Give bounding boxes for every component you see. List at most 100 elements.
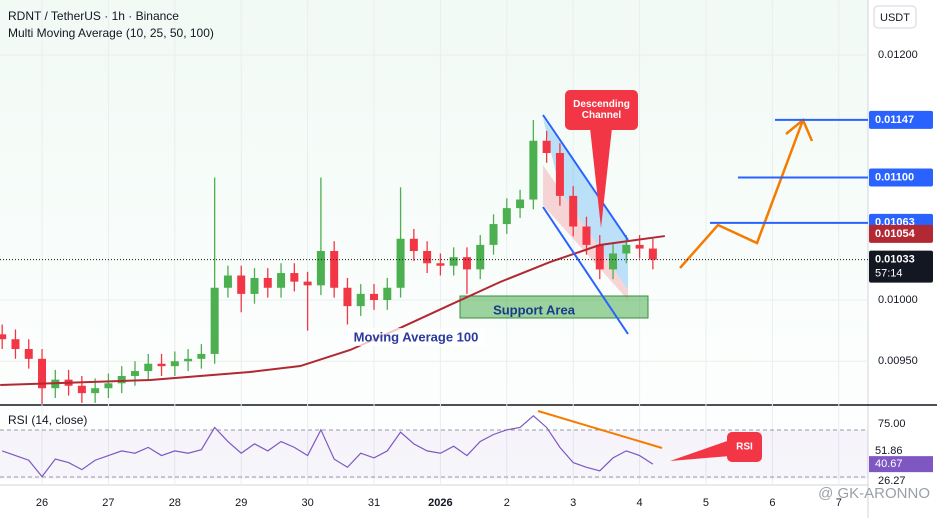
candle-body bbox=[144, 363, 153, 372]
candle-body bbox=[290, 273, 299, 282]
rsi-title: RSI (14, close) bbox=[8, 413, 87, 427]
callout-pointer bbox=[670, 440, 730, 461]
candle-body bbox=[396, 238, 405, 288]
candle-body bbox=[223, 275, 232, 288]
support-label: Support Area bbox=[493, 302, 576, 317]
candle-body bbox=[569, 195, 578, 227]
x-tick-label: 4 bbox=[637, 497, 643, 509]
rsi-ma-label-box bbox=[869, 443, 933, 460]
candle-body bbox=[330, 251, 339, 288]
candle-body bbox=[542, 140, 551, 154]
candle-body bbox=[409, 238, 418, 252]
candle-body bbox=[529, 140, 538, 200]
plot-background bbox=[0, 0, 868, 485]
projection-arrow bbox=[679, 119, 805, 269]
x-tick-label: 3 bbox=[570, 497, 576, 509]
ma-label: Moving Average 100 bbox=[354, 329, 479, 344]
ma-label-bg bbox=[348, 328, 484, 346]
candle-body bbox=[303, 281, 312, 286]
symbol-title: RDNT / TetherUS · 1h · Binance bbox=[8, 9, 179, 23]
channel-line bbox=[542, 206, 629, 335]
candle-body bbox=[316, 251, 325, 286]
candle-body bbox=[423, 251, 432, 264]
candle-body bbox=[263, 277, 272, 288]
level-label-box bbox=[869, 168, 933, 187]
drawings bbox=[537, 90, 814, 462]
rsi-note: RSI bbox=[736, 442, 753, 453]
time-axis bbox=[0, 485, 868, 518]
candle-body bbox=[237, 275, 246, 294]
callout-pointer bbox=[590, 128, 612, 228]
candle-body bbox=[91, 388, 100, 394]
x-tick-label: 28 bbox=[169, 497, 181, 509]
candle-body bbox=[104, 383, 113, 389]
candle-body bbox=[343, 287, 352, 307]
channel-label: Descending Channel bbox=[573, 99, 630, 121]
candle-body bbox=[635, 244, 644, 249]
candle-body bbox=[609, 253, 618, 270]
indicator-legend: Multi Moving Average (10, 25, 50, 100) bbox=[8, 26, 214, 40]
channel-label-box: Descending Channel bbox=[573, 99, 630, 121]
channel-line bbox=[542, 114, 629, 241]
grid bbox=[0, 0, 868, 485]
candle-body bbox=[0, 334, 7, 340]
candle-body bbox=[516, 199, 525, 209]
support-area bbox=[459, 295, 649, 319]
level-label: 0.01100 bbox=[875, 171, 914, 183]
channel-fill bbox=[543, 118, 628, 290]
candle-body bbox=[11, 339, 20, 350]
level-label-box bbox=[869, 110, 933, 129]
ma-price-label: 0.01054 bbox=[875, 228, 916, 240]
candle-body bbox=[555, 153, 564, 196]
candle-body bbox=[130, 371, 139, 376]
y-tick-label: 0.01200 bbox=[878, 49, 918, 61]
watermark: @ GK-ARONNO bbox=[818, 485, 930, 502]
x-tick-label: 6 bbox=[769, 497, 775, 509]
x-tick-label: 2026 bbox=[428, 497, 452, 509]
currency-box bbox=[873, 5, 917, 29]
candle-body bbox=[449, 257, 458, 266]
x-tick-label: 26 bbox=[36, 497, 48, 509]
rsi-last-label: 40.67 bbox=[875, 458, 903, 470]
candle-body bbox=[250, 277, 259, 294]
x-tick-label: 5 bbox=[703, 497, 709, 509]
candle-body bbox=[117, 375, 126, 384]
y-tick-label: 0.00950 bbox=[878, 355, 918, 367]
candle-body bbox=[502, 208, 511, 225]
divergence-line bbox=[537, 410, 663, 449]
ma-price-label-box bbox=[869, 224, 933, 243]
candle-body bbox=[622, 244, 631, 254]
candle-body bbox=[184, 358, 193, 362]
currency: USDT bbox=[880, 12, 910, 24]
rsi-last-label-box bbox=[869, 456, 933, 473]
candle-body bbox=[436, 263, 445, 266]
last-price-label: 0.01033 bbox=[875, 253, 915, 265]
candle-body bbox=[595, 244, 604, 270]
candle-body bbox=[356, 293, 365, 307]
x-tick-label: 29 bbox=[235, 497, 247, 509]
candle-body bbox=[489, 224, 498, 245]
candle-body bbox=[476, 244, 485, 270]
x-tick-label: 2 bbox=[504, 497, 510, 509]
rsi-line bbox=[1, 414, 654, 478]
candle-body bbox=[38, 358, 47, 389]
candle-body bbox=[210, 287, 219, 354]
candle-body bbox=[462, 257, 471, 270]
last-price-label-box bbox=[869, 250, 933, 283]
rsi-tick-label: 75.00 bbox=[878, 418, 906, 430]
candle-body bbox=[170, 361, 179, 367]
callout-box bbox=[727, 432, 762, 462]
countdown: 57:14 bbox=[875, 267, 903, 279]
x-tick-label: 31 bbox=[368, 497, 380, 509]
rsi-ma-label: 51.86 bbox=[875, 445, 903, 457]
candle-body bbox=[383, 287, 392, 301]
candle-body bbox=[277, 273, 286, 288]
candle-body bbox=[197, 353, 206, 359]
rsi-tick-label: 26.27 bbox=[878, 475, 906, 487]
candle-body bbox=[157, 363, 166, 367]
x-tick-label: 27 bbox=[102, 497, 114, 509]
x-tick-label: 30 bbox=[301, 497, 313, 509]
candle-body bbox=[24, 349, 33, 359]
level-label: 0.01147 bbox=[875, 114, 914, 126]
